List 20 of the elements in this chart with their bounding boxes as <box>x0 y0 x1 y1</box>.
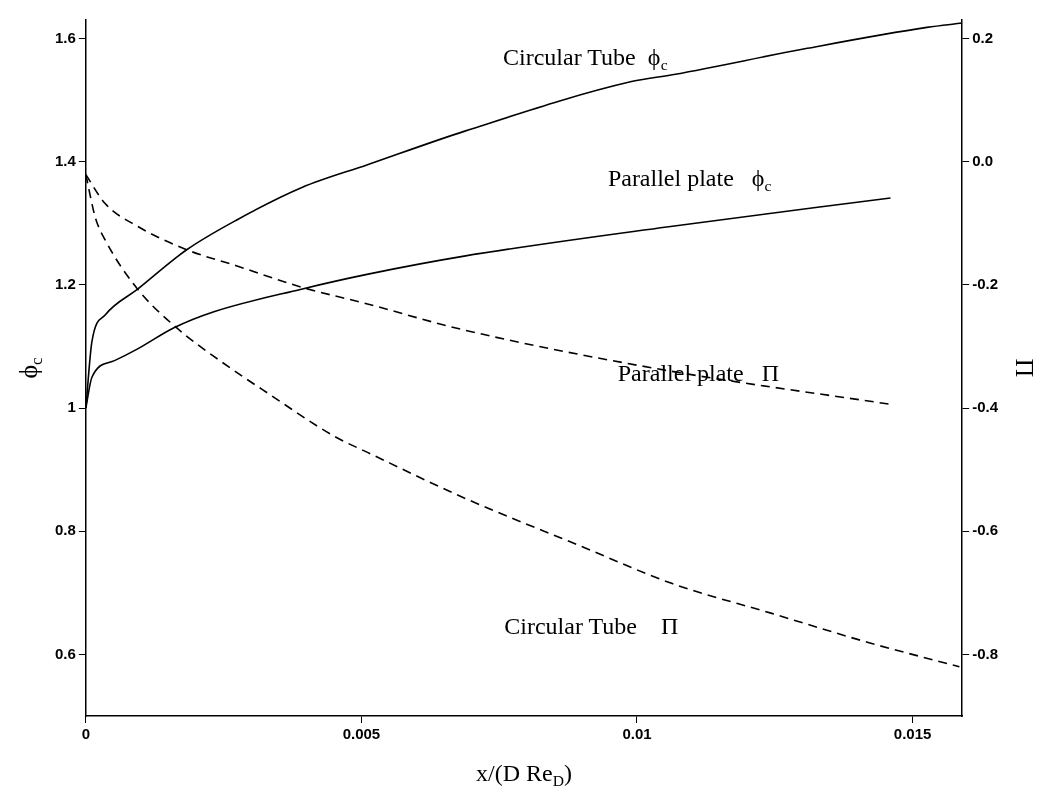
y-axis-title: ϕc <box>13 357 47 379</box>
series-label: Circular Tube Π <box>504 612 679 639</box>
y-tick-label: 1.2 <box>54 274 76 292</box>
y2-tick-label: -0.4 <box>972 398 999 416</box>
y2-tick-label: 0.2 <box>972 28 994 46</box>
x-tick-label: 0.015 <box>893 725 932 743</box>
y2-tick-label: 0.0 <box>972 151 994 169</box>
y2-tick-label: -0.2 <box>972 274 999 292</box>
y-tick-label: 0.6 <box>54 644 76 662</box>
series-label: Parallel plate Π <box>617 360 780 387</box>
y-tick-label: 0.8 <box>54 521 76 539</box>
x-tick-label: 0 <box>81 725 91 743</box>
x-tick-label: 0.005 <box>342 725 381 743</box>
y-tick-label: 1.4 <box>54 151 77 169</box>
x-tick-label: 0.01 <box>622 725 652 743</box>
y2-tick-label: -0.6 <box>972 521 999 539</box>
y2-axis-title: Π <box>1010 358 1040 378</box>
y-tick-label: 1.6 <box>54 28 76 46</box>
y-tick-label: 1 <box>67 398 76 416</box>
y2-tick-label: -0.8 <box>972 644 999 662</box>
